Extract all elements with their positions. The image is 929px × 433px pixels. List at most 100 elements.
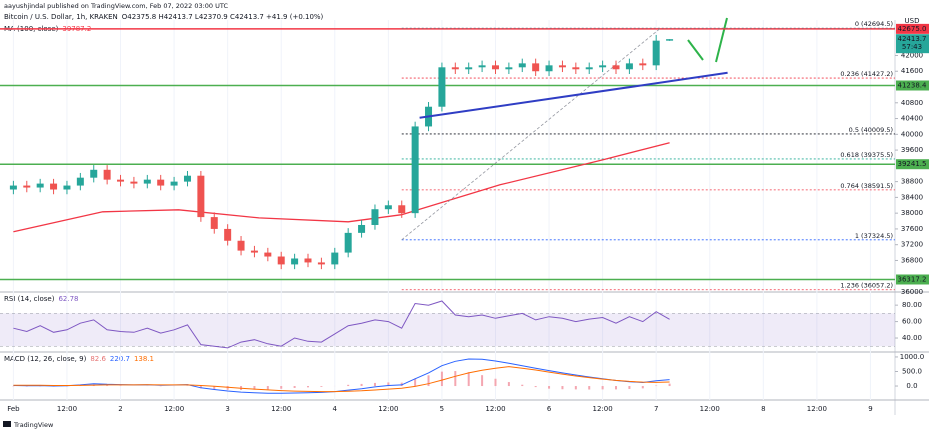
candle-body — [411, 126, 419, 214]
macd-histogram-bar — [360, 383, 363, 387]
candle-body — [183, 175, 191, 182]
candle-body — [625, 63, 633, 70]
candle-body — [170, 181, 178, 186]
y-tick-label: 37600 — [901, 225, 923, 233]
y-tick-label: 41600 — [901, 67, 923, 75]
level-box — [896, 80, 929, 91]
y-tick-label: 40400 — [901, 115, 923, 123]
macd-title: MACD (12, 26, close, 9) — [4, 355, 87, 363]
candle-body — [197, 175, 205, 218]
macd-histogram-bar — [481, 375, 484, 387]
macd-histogram-bar — [668, 383, 671, 387]
x-tick-label: 6 — [547, 405, 552, 413]
candle-body — [558, 65, 566, 68]
candle-body — [317, 262, 325, 265]
x-tick-label: 4 — [333, 405, 338, 413]
candle-body — [438, 67, 446, 107]
rsi-line — [13, 300, 670, 349]
x-tick-label: 12:00 — [593, 405, 613, 413]
y-tick-label: 42000 — [901, 51, 923, 59]
candle-body — [117, 179, 125, 182]
macd-histogram-bar — [561, 386, 564, 390]
fib-label: 1 (37324.5) — [855, 232, 893, 240]
candle-body — [465, 67, 473, 70]
macd-hist-value: 82.6 — [90, 355, 106, 363]
macd-histogram-bar — [521, 384, 524, 387]
candle-body — [518, 63, 526, 68]
x-tick-label: 12:00 — [57, 405, 77, 413]
candle-body — [103, 169, 111, 180]
macd-histogram-bar — [347, 384, 350, 387]
x-tick-label: 12:00 — [485, 405, 505, 413]
y-tick-label: 39600 — [901, 146, 923, 154]
y-tick-label: 40800 — [901, 99, 923, 107]
candle-body — [666, 39, 674, 41]
macd-histogram-bar — [574, 386, 577, 390]
macd-histogram-bar — [641, 386, 644, 389]
rsi-value: 62.78 — [58, 295, 78, 303]
macd-histogram-bar — [454, 371, 457, 387]
level-box — [896, 23, 929, 34]
y-tick-label: 40000 — [901, 130, 923, 138]
candle-body — [36, 183, 44, 188]
price-box — [896, 34, 929, 54]
y-tick-label: 500.0 — [902, 367, 922, 375]
macd-histogram-bar — [266, 386, 269, 390]
candle-body — [237, 240, 245, 251]
macd-histogram-bar — [628, 386, 631, 389]
candle-body — [491, 65, 499, 70]
candle-body — [505, 67, 513, 70]
level-box-label: 42675.0 — [898, 25, 927, 33]
y-tick-label: 40.00 — [902, 334, 922, 342]
symbol-row: Bitcoin / U.S. Dollar, 1h, KRAKEN O42375.… — [4, 13, 324, 21]
macd-histogram-bar — [199, 386, 202, 389]
rsi-band — [0, 313, 895, 347]
x-tick-label: 8 — [761, 405, 765, 413]
level-box-label: 36317.2 — [898, 275, 927, 283]
x-tick-label: 3 — [225, 405, 229, 413]
fib-label: 0.5 (40009.5) — [849, 126, 893, 134]
candle-body — [532, 63, 540, 72]
x-tick-label: 12:00 — [807, 405, 827, 413]
candle-body — [304, 258, 312, 263]
candle-body — [572, 67, 580, 70]
candle-body — [639, 63, 647, 66]
macd-histogram-bar — [548, 386, 551, 389]
candle-body — [398, 205, 406, 214]
macd-histogram-bar — [494, 378, 497, 387]
macd-histogram-bar — [440, 371, 443, 387]
x-tick-label: 12:00 — [164, 405, 184, 413]
level-box-label: 41238.4 — [898, 82, 927, 90]
candle-body — [50, 183, 58, 190]
macd-histogram-bar — [507, 382, 510, 387]
candle-body — [358, 224, 366, 233]
candle-body — [612, 65, 620, 70]
level-box — [896, 274, 929, 285]
y-tick-label: 36800 — [901, 256, 923, 264]
rsi-title: RSI (14, close) — [4, 295, 55, 303]
macd-histogram-bar — [106, 385, 109, 387]
candle-body — [478, 65, 486, 68]
macd-histogram-bar — [253, 386, 256, 390]
y-tick-label: 37200 — [901, 241, 923, 249]
price-box-label: 42413.7 — [898, 35, 927, 43]
macd-line-value: 220.7 — [110, 355, 130, 363]
x-tick-label: 12:00 — [271, 405, 291, 413]
candle-body — [291, 258, 299, 265]
y-tick-label: 38000 — [901, 209, 923, 217]
macd-legend: MACD (12, 26, close, 9) 82.6 220.7 138.1 — [4, 355, 154, 363]
y-tick-label: 80.00 — [902, 301, 922, 309]
footer-logo — [3, 421, 11, 427]
candle-body — [277, 256, 285, 265]
countdown: 57:43 — [902, 43, 922, 51]
level-box-label: 39241.5 — [898, 160, 927, 168]
candle-body — [130, 181, 138, 184]
fib-label: 0.764 (38591.5) — [840, 182, 893, 190]
macd-histogram-bar — [601, 386, 604, 390]
currency: USD — [905, 17, 920, 25]
candle-body — [344, 232, 352, 253]
candle-body — [384, 205, 392, 210]
x-tick-label: 9 — [868, 405, 872, 413]
